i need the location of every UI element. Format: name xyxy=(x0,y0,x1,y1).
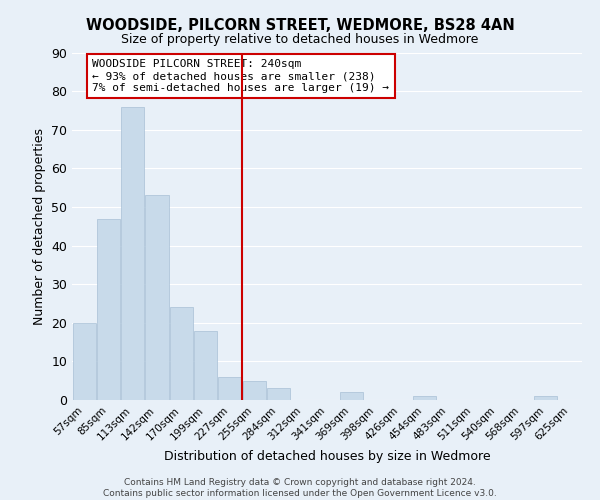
Bar xyxy=(267,388,290,400)
Bar xyxy=(218,377,241,400)
Text: Contains HM Land Registry data © Crown copyright and database right 2024.
Contai: Contains HM Land Registry data © Crown c… xyxy=(103,478,497,498)
Bar xyxy=(73,323,95,400)
Text: WOODSIDE PILCORN STREET: 240sqm
← 93% of detached houses are smaller (238)
7% of: WOODSIDE PILCORN STREET: 240sqm ← 93% of… xyxy=(92,60,389,92)
Bar xyxy=(121,106,144,400)
Text: Size of property relative to detached houses in Wedmore: Size of property relative to detached ho… xyxy=(121,32,479,46)
Bar xyxy=(340,392,363,400)
Bar xyxy=(145,196,169,400)
Y-axis label: Number of detached properties: Number of detached properties xyxy=(32,128,46,325)
Bar xyxy=(97,218,120,400)
Bar xyxy=(170,308,193,400)
Bar xyxy=(534,396,557,400)
Bar xyxy=(413,396,436,400)
Text: WOODSIDE, PILCORN STREET, WEDMORE, BS28 4AN: WOODSIDE, PILCORN STREET, WEDMORE, BS28 … xyxy=(86,18,514,32)
X-axis label: Distribution of detached houses by size in Wedmore: Distribution of detached houses by size … xyxy=(164,450,490,463)
Bar xyxy=(242,380,266,400)
Bar xyxy=(194,330,217,400)
